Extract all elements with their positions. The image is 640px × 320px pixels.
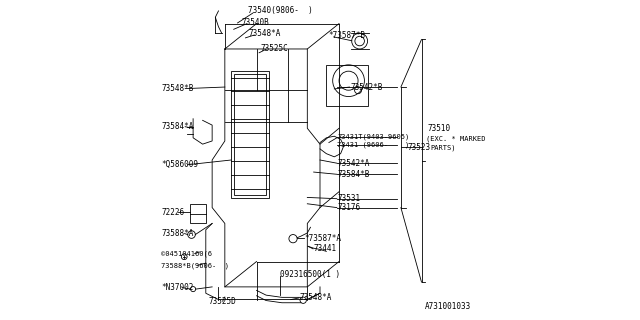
Text: 73441: 73441	[314, 244, 337, 253]
Text: 73542*B: 73542*B	[350, 83, 383, 92]
Text: *Q586009: *Q586009	[161, 160, 198, 169]
Text: 73523: 73523	[407, 143, 430, 152]
Text: ©045104160(6: ©045104160(6	[161, 250, 212, 257]
Text: 73548*A: 73548*A	[248, 29, 281, 38]
Text: 73584*A: 73584*A	[161, 122, 194, 131]
Text: 73540(9806-  ): 73540(9806- )	[248, 6, 312, 15]
Text: A731001033: A731001033	[425, 302, 471, 311]
Text: 73510: 73510	[428, 124, 451, 133]
Text: 092316500(1 ): 092316500(1 )	[280, 270, 340, 279]
Text: 73525D: 73525D	[208, 297, 236, 306]
Text: 73431 (9606-    ): 73431 (9606- )	[337, 142, 410, 148]
Text: 73542*A: 73542*A	[337, 159, 370, 168]
Text: *73587*B: *73587*B	[328, 31, 365, 40]
Text: *73587*A: *73587*A	[305, 234, 342, 243]
Text: 73531: 73531	[337, 194, 360, 203]
Text: 73176: 73176	[337, 203, 360, 212]
Text: 73548*B: 73548*B	[161, 84, 194, 93]
Text: PARTS): PARTS)	[430, 144, 456, 151]
Text: 73540B: 73540B	[241, 18, 269, 27]
Text: *N37002: *N37002	[161, 283, 194, 292]
Text: 73431T(9403-9605): 73431T(9403-9605)	[337, 133, 410, 140]
Text: (EXC. * MARKED: (EXC. * MARKED	[426, 135, 485, 142]
Text: 73548*A: 73548*A	[300, 293, 332, 302]
Text: 72226: 72226	[161, 208, 184, 217]
Text: 73525C: 73525C	[260, 44, 288, 52]
Text: 73588*B(9606-  ): 73588*B(9606- )	[161, 262, 229, 268]
Text: 73584*B: 73584*B	[337, 170, 370, 179]
Text: 73588*A: 73588*A	[161, 229, 194, 238]
